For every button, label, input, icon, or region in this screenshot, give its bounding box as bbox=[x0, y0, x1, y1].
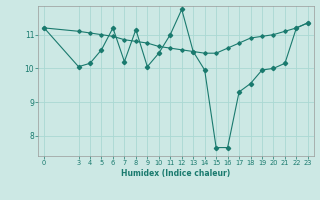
X-axis label: Humidex (Indice chaleur): Humidex (Indice chaleur) bbox=[121, 169, 231, 178]
